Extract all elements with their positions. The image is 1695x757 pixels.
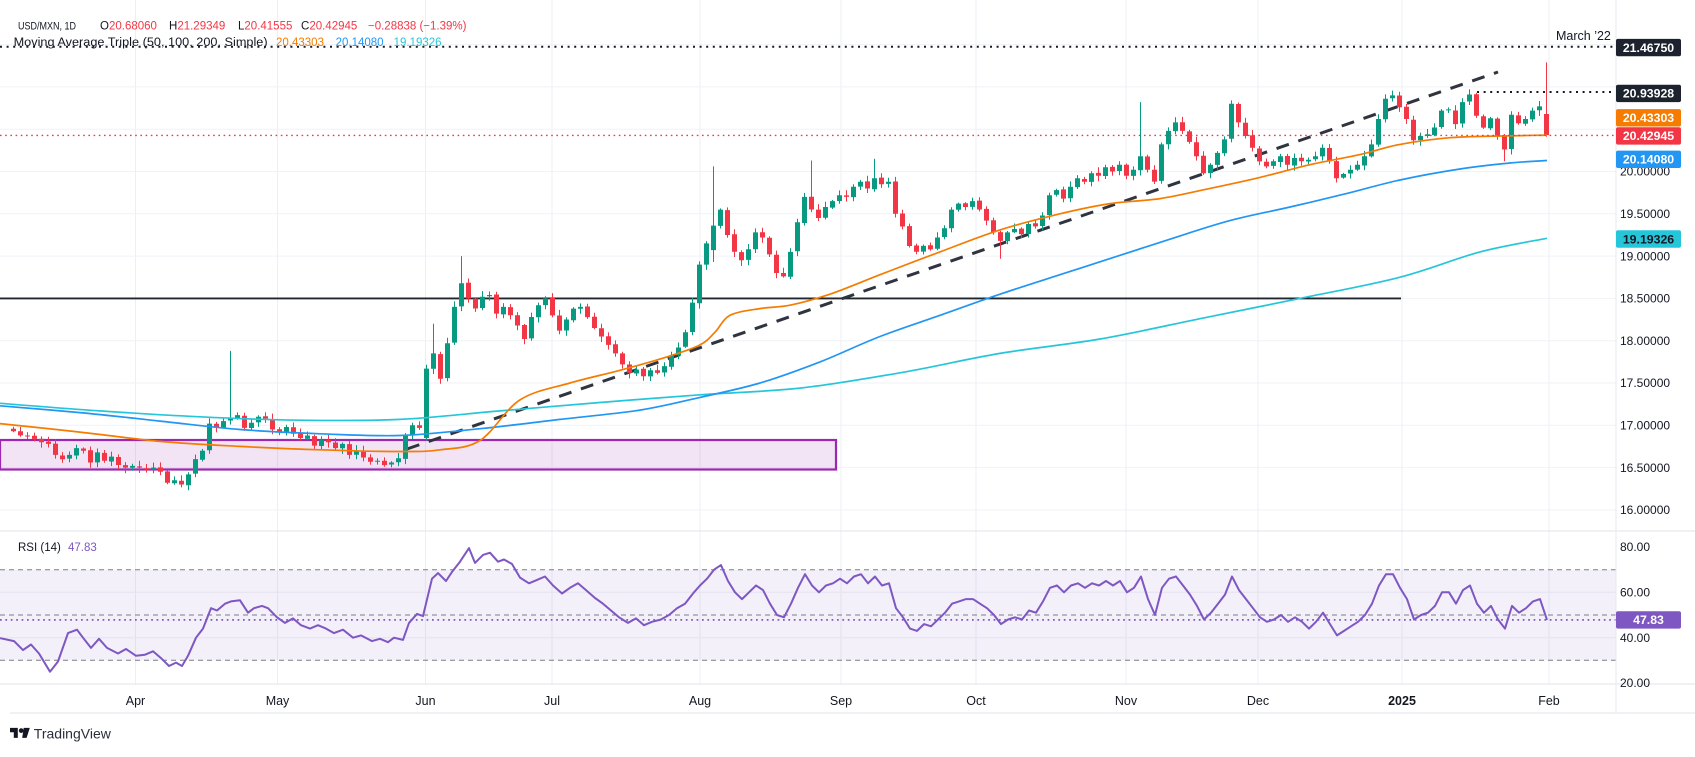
svg-text:Sep: Sep bbox=[830, 694, 852, 708]
svg-text:21.46750: 21.46750 bbox=[1623, 41, 1674, 55]
svg-text:17.00000: 17.00000 bbox=[1620, 419, 1670, 433]
svg-text:20.14080: 20.14080 bbox=[1623, 153, 1674, 167]
svg-text:16.00000: 16.00000 bbox=[1620, 503, 1670, 517]
svg-text:19.00000: 19.00000 bbox=[1620, 249, 1670, 263]
svg-text:60.00: 60.00 bbox=[1620, 586, 1650, 600]
svg-text:TradingView: TradingView bbox=[34, 725, 112, 741]
svg-text:2025: 2025 bbox=[1388, 694, 1416, 708]
svg-text:18.50000: 18.50000 bbox=[1620, 292, 1670, 306]
svg-text:17.50000: 17.50000 bbox=[1620, 376, 1670, 390]
svg-text:Jun: Jun bbox=[415, 694, 435, 708]
svg-text:20.00000: 20.00000 bbox=[1620, 165, 1670, 179]
svg-text:80.00: 80.00 bbox=[1620, 540, 1650, 554]
svg-text:Jul: Jul bbox=[544, 694, 560, 708]
svg-text:16.50000: 16.50000 bbox=[1620, 461, 1670, 475]
svg-text:18.00000: 18.00000 bbox=[1620, 334, 1670, 348]
svg-text:May: May bbox=[266, 694, 290, 708]
svg-text:RSI (14) 47.83: RSI (14) 47.83 bbox=[18, 542, 97, 554]
svg-text:March ’22: March ’22 bbox=[1556, 29, 1611, 43]
svg-text:20.00: 20.00 bbox=[1620, 676, 1650, 690]
svg-text:Apr: Apr bbox=[126, 694, 145, 708]
svg-text:Oct: Oct bbox=[966, 694, 986, 708]
svg-text:Moving Average Triple (50, 100: Moving Average Triple (50, 100, 200, Sim… bbox=[14, 37, 442, 49]
svg-text:Dec: Dec bbox=[1247, 694, 1269, 708]
svg-text:47.83: 47.83 bbox=[1633, 613, 1664, 627]
svg-text:Aug: Aug bbox=[689, 694, 711, 708]
svg-text:20.42945: 20.42945 bbox=[1623, 129, 1674, 143]
svg-text:20.93928: 20.93928 bbox=[1623, 87, 1674, 101]
svg-text:Feb: Feb bbox=[1538, 694, 1560, 708]
svg-text:20.43303: 20.43303 bbox=[1623, 111, 1674, 125]
svg-text:Nov: Nov bbox=[1115, 694, 1138, 708]
svg-text:19.50000: 19.50000 bbox=[1620, 207, 1670, 221]
svg-text:19.19326: 19.19326 bbox=[1623, 232, 1674, 246]
svg-text:40.00: 40.00 bbox=[1620, 631, 1650, 645]
